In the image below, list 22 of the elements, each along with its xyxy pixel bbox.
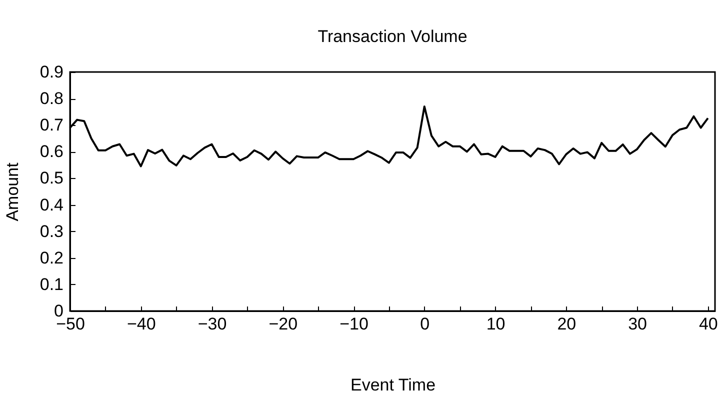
x-tick-label: 30 <box>628 314 647 334</box>
y-tick-label: 0.6 <box>40 142 64 162</box>
x-tick-label: 40 <box>698 314 718 334</box>
x-tick-label: −20 <box>268 314 298 334</box>
y-tick-label: 0.3 <box>40 222 64 241</box>
x-axis-title: Event Time <box>350 376 436 394</box>
x-tick-label: 0 <box>420 314 430 334</box>
y-tick-label: 0.7 <box>40 116 64 135</box>
y-axis-title: Amount <box>2 162 22 222</box>
y-tick-label: 0.4 <box>40 195 64 214</box>
x-tick-label: −30 <box>198 314 227 334</box>
y-tick-label: 0 <box>54 302 64 320</box>
y-tick-label: 0.9 <box>40 62 64 82</box>
y-tick-label: 0.5 <box>40 168 64 188</box>
y-tick-label: 0.1 <box>40 274 64 294</box>
x-tick-label: −10 <box>340 314 368 334</box>
x-tick-label: −40 <box>126 314 156 334</box>
y-tick-label: 0.8 <box>40 89 64 108</box>
x-tick-label: 20 <box>557 314 576 334</box>
x-tick-label: 10 <box>486 314 506 334</box>
y-tick-label: 0.2 <box>40 248 64 268</box>
chart-title: Transaction Volume <box>318 27 468 46</box>
